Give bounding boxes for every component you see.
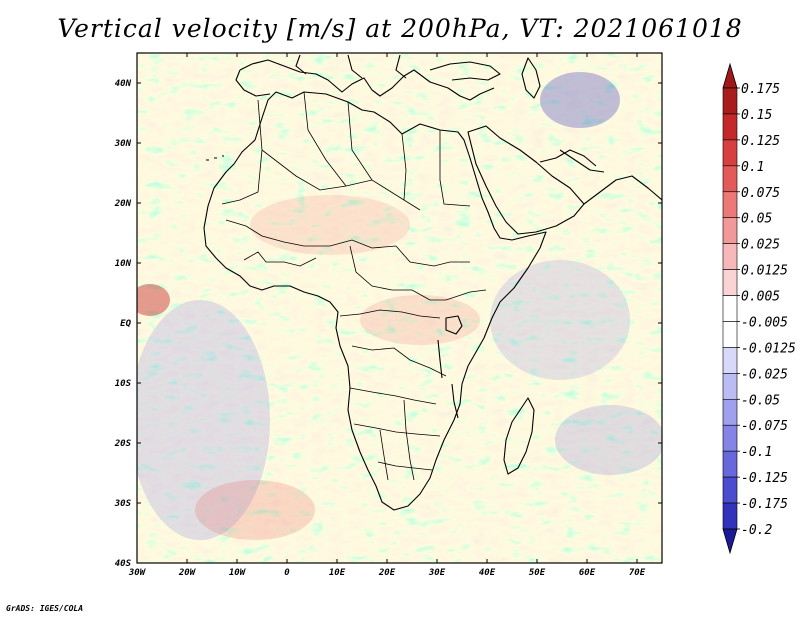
colorbar-box (722, 165, 738, 193)
colorbar-label: -0.075 (741, 419, 788, 434)
lon-tick-label: 20W (178, 568, 197, 578)
lat-tick-label: EQ (120, 319, 131, 329)
lake-victoria (445, 315, 463, 335)
plot-title: Vertical velocity [m/s] at 200hPa, VT: 2… (57, 14, 743, 43)
colorbar-box (722, 450, 738, 478)
lon-tick-label: 30W (128, 568, 147, 578)
colorbar-box (722, 139, 738, 167)
colorbar-label: -0.2 (741, 523, 772, 538)
europe-coastline (239, 59, 495, 101)
colorbar-box (722, 321, 738, 348)
lat-tick-label: 30N (114, 139, 132, 149)
lat-tick-label: 40S (115, 559, 132, 569)
africa-coastline (203, 91, 547, 511)
lon-tick-label: 50E (529, 568, 546, 578)
colorbar-label: 0.1 (741, 160, 764, 175)
lon-tick-label: 0 (284, 568, 290, 578)
lon-tick-label: 10E (329, 568, 346, 578)
longitude-axis: 30W 20W 10W 0 10E 20E 30E 40E 50E 60E 70E (128, 53, 646, 578)
colorbar-label: 0.0125 (741, 264, 788, 279)
lon-tick-label: 20E (378, 568, 396, 578)
colorbar-label: -0.175 (741, 497, 788, 512)
colorbar-top-arrow (722, 62, 738, 89)
grads-credit: GrADS: IGES/COLA (6, 604, 84, 613)
colorbar-box (722, 243, 738, 270)
lat-tick-label: 20S (114, 439, 132, 449)
lon-tick-label: 60E (579, 568, 596, 578)
colorbar-box (722, 191, 738, 219)
colorbar-label: -0.1 (741, 445, 772, 460)
colorbar-box (722, 217, 738, 244)
colorbar-box (722, 113, 738, 141)
colorbar-box (722, 502, 738, 530)
colorbar-box (722, 424, 738, 452)
colorbar-box (722, 269, 738, 296)
colorbar-label: 0.005 (741, 290, 780, 305)
colorbar-box (722, 87, 738, 115)
lat-tick-label: 30S (114, 499, 132, 509)
colorbar-label: -0.125 (741, 471, 788, 486)
lat-tick-label: 10N (115, 259, 132, 269)
velocity-field (137, 53, 662, 563)
coastlines (203, 54, 662, 511)
colorbar-label: 0.025 (741, 238, 780, 253)
lat-tick-label: 40N (115, 79, 132, 89)
lat-tick-label: 20N (114, 199, 132, 209)
lat-tick-label: 10S (115, 379, 132, 389)
colorbar-label: 0.15 (741, 108, 772, 123)
lon-tick-label: 10W (229, 568, 247, 578)
colorbar-box (722, 347, 738, 374)
lon-tick-label: 40E (479, 568, 496, 578)
latitude-axis: 40N 30N 20N 10N EQ 10S 20S 30S 40S (114, 79, 662, 569)
lon-tick-label: 30E (428, 568, 446, 578)
lon-tick-label: 70E (629, 568, 646, 578)
colorbar-label: -0.005 (741, 315, 788, 330)
colorbar-label: 0.075 (741, 186, 780, 201)
colorbar-label: 0.125 (741, 134, 780, 149)
madagascar-coastline (503, 397, 535, 475)
colorbar-label: 0.175 (741, 82, 780, 97)
colorbar-bottom-arrow (722, 528, 738, 555)
colorbar-box (722, 398, 738, 426)
map-frame (136, 52, 663, 564)
colorbar-box (722, 295, 738, 322)
colorbar: 0.175 0.15 0.125 0.1 0.075 0.05 0.025 0.0125 0.0… (722, 62, 796, 555)
colorbar-box (722, 373, 738, 400)
colorbar-label: -0.0125 (741, 341, 796, 356)
colorbar-label: -0.025 (741, 367, 788, 382)
colorbar-label: -0.05 (741, 393, 780, 408)
colorbar-box (722, 476, 738, 504)
country-borders (221, 91, 487, 481)
colorbar-label: 0.05 (741, 212, 772, 227)
arabia-coastline (467, 125, 585, 235)
